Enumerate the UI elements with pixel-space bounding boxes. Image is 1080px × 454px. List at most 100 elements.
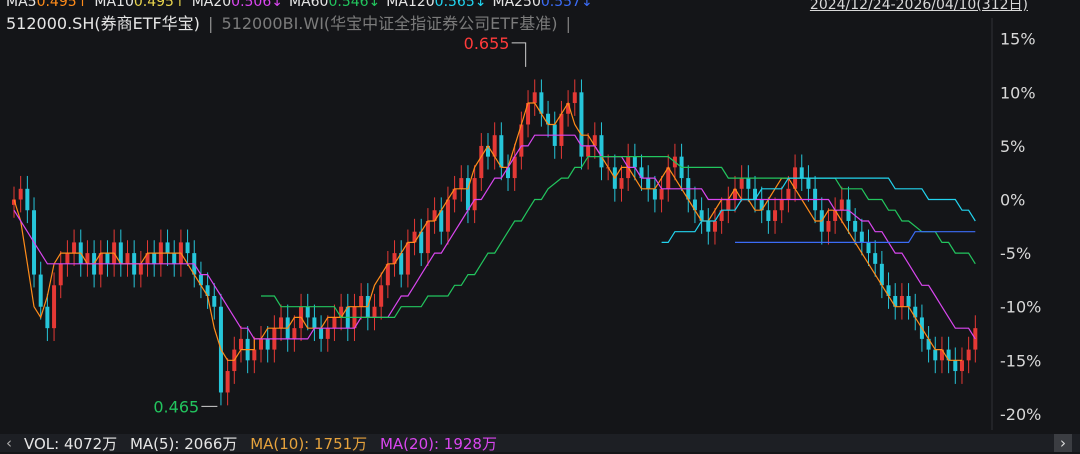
candle-body: [586, 145, 591, 157]
candle-body: [759, 199, 764, 211]
candle-body: [853, 220, 858, 232]
ma-line-ma250: [735, 231, 976, 243]
candle-body: [379, 285, 384, 307]
candle-body: [152, 253, 157, 264]
ma-value: 0.565↓: [434, 0, 487, 10]
candle-body: [372, 306, 377, 318]
candle-body: [786, 188, 791, 200]
date-range[interactable]: 2024/12/24-2026/04/10(312日): [809, 0, 1028, 13]
candle-body: [465, 178, 470, 211]
candle-body: [265, 338, 270, 350]
candle-body: [739, 178, 744, 189]
candle-body: [899, 296, 904, 307]
chevron-left-icon[interactable]: ‹: [6, 434, 12, 452]
ma-label: MA60: [288, 0, 329, 10]
volume-bar: ‹ VOL: 4072万 MA(5): 2066万 MA(10): 1751万 …: [0, 434, 1080, 453]
candle-body: [312, 317, 317, 329]
volume-value: VOL: 4072万: [24, 435, 118, 453]
candle-body: [38, 274, 43, 307]
candle-body: [726, 199, 731, 211]
candle-body: [873, 253, 878, 264]
ma-item-ma10: MA10 0.495↑: [94, 0, 185, 10]
candle-body: [599, 135, 604, 168]
candle-body: [472, 178, 477, 211]
candle-body: [399, 253, 404, 275]
candle-body: [58, 263, 63, 286]
candle-body: [479, 145, 484, 179]
y-tick-label: -15%: [1000, 351, 1041, 370]
candle-body: [526, 103, 531, 125]
candle-body: [506, 167, 511, 179]
ma-line-ma5: [13, 101, 962, 361]
y-tick-label: 5%: [1000, 137, 1025, 156]
candle-body: [859, 231, 864, 243]
candle-body: [319, 328, 324, 339]
candle-body: [933, 349, 938, 361]
ma-label: MA5: [6, 0, 37, 10]
candle-body: [499, 135, 504, 168]
candle-body: [719, 210, 724, 221]
ma-label: MA120: [386, 0, 435, 10]
candle-body: [172, 253, 177, 264]
candle-body: [879, 263, 884, 286]
ma-value: 0.506↓: [231, 0, 283, 10]
candle-body: [959, 360, 964, 372]
volume-ma10: MA(10): 1751万: [250, 435, 368, 453]
y-tick-label: -20%: [1000, 405, 1041, 424]
candle-body: [165, 242, 170, 254]
candle-body: [205, 285, 210, 296]
candle-body: [866, 242, 871, 254]
candle-body: [632, 156, 637, 168]
candle-body: [773, 210, 778, 221]
candle-body: [619, 178, 624, 189]
candle-body: [198, 274, 203, 286]
chevron-right-icon[interactable]: ›: [1054, 434, 1072, 452]
candle-body: [419, 231, 424, 254]
candle-body: [332, 317, 337, 329]
price-chart[interactable]: 15% 10% 5% 0% -5% -10% -15% -20% 0.655 0.465: [0, 0, 1080, 434]
candle-body: [445, 199, 450, 232]
candle-body: [225, 371, 230, 393]
y-tick-label: -5%: [1000, 244, 1031, 263]
candle-body: [105, 253, 110, 264]
candle-body: [392, 253, 397, 264]
ma-item-ma120: MA120 0.565↓: [386, 0, 486, 10]
candle-body: [833, 210, 838, 221]
candle-body: [459, 178, 464, 189]
ma-line-ma60: [261, 156, 976, 318]
candle-body: [946, 349, 951, 361]
candle-body: [325, 328, 330, 339]
ma-item-ma5: MA5 0.495↑: [6, 0, 88, 10]
candle-body: [519, 124, 524, 157]
ma-item-ma20: MA20 0.506↓: [192, 0, 283, 10]
volume-ma5: MA(5): 2066万: [129, 435, 238, 453]
candle-body: [886, 285, 891, 296]
candle-body: [45, 306, 50, 329]
y-tick-label: 0%: [1000, 191, 1025, 210]
ma-value: 0.546↓: [328, 0, 381, 10]
candle-body: [939, 349, 944, 361]
candle-body: [238, 338, 243, 350]
candle-body: [893, 296, 898, 307]
y-tick-label: -10%: [1000, 298, 1041, 317]
ma-line-ma20: [13, 134, 976, 340]
volume-ma20: MA(20): 1928万: [379, 435, 497, 453]
ma-item-ma250: MA250 0.557↓: [492, 0, 592, 10]
candle-body: [926, 338, 931, 350]
candle-body: [492, 135, 497, 157]
candle-body: [292, 328, 297, 339]
candle-body: [259, 338, 264, 350]
candle-body: [953, 360, 958, 372]
candle-body: [559, 113, 564, 146]
benchmark-label: 512000BI.WI(华宝中证全指证券公司ETF基准): [221, 14, 558, 33]
candle-body: [639, 167, 644, 179]
candle-body: [252, 349, 257, 361]
candle-body: [145, 253, 150, 264]
candle-body: [485, 145, 490, 157]
candle-body: [652, 188, 657, 200]
candle-body: [305, 306, 310, 318]
candle-body: [706, 220, 711, 232]
candle-body: [432, 210, 437, 221]
candle-body: [405, 242, 410, 275]
candle-body: [746, 178, 751, 189]
